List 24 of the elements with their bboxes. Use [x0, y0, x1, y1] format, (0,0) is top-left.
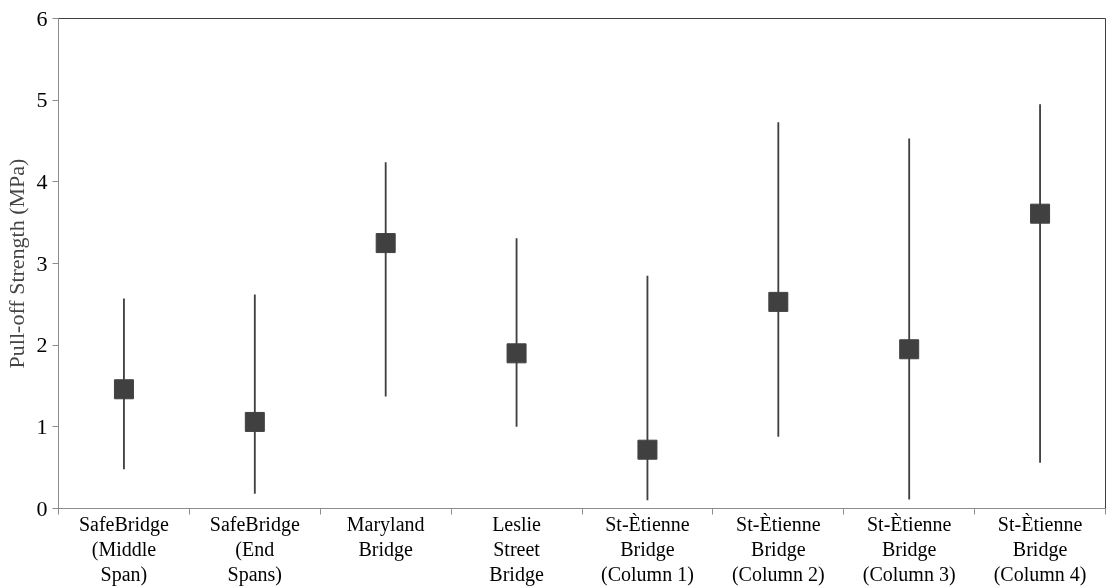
point	[506, 343, 527, 364]
point	[768, 291, 789, 312]
point	[637, 439, 658, 460]
x-tick-label: SafeBridge (Middle Span)	[78, 512, 170, 587]
x-tick-label: Maryland Bridge	[346, 512, 425, 561]
x-tick-label: St-Ètienne Bridge (Column 3)	[862, 512, 956, 587]
x-tick-label: St-Ètienne Bridge (Column 4)	[993, 512, 1087, 587]
point	[375, 233, 396, 254]
point	[113, 379, 134, 400]
point	[1030, 203, 1051, 224]
x-tick-label: St-Ètienne Bridge (Column 2)	[731, 512, 825, 587]
y-tick-label: 5	[36, 87, 48, 113]
y-tick-label: 0	[36, 495, 48, 521]
y-tick-label: 3	[36, 250, 48, 276]
y-axis-title: Pull-off Strength (MPa)	[3, 158, 29, 369]
y-tick-label: 6	[36, 5, 48, 31]
point	[899, 339, 920, 360]
y-tick-label: 2	[36, 332, 48, 358]
x-tick-label: SafeBridge (End Spans)	[209, 512, 300, 587]
point	[244, 411, 265, 432]
y-tick-label: 1	[36, 413, 48, 439]
x-tick-label: Leslie Street Bridge	[489, 512, 544, 587]
x-tick-label: St-Ètienne Bridge (Column 1)	[601, 512, 694, 587]
y-tick-label: 4	[36, 168, 48, 194]
